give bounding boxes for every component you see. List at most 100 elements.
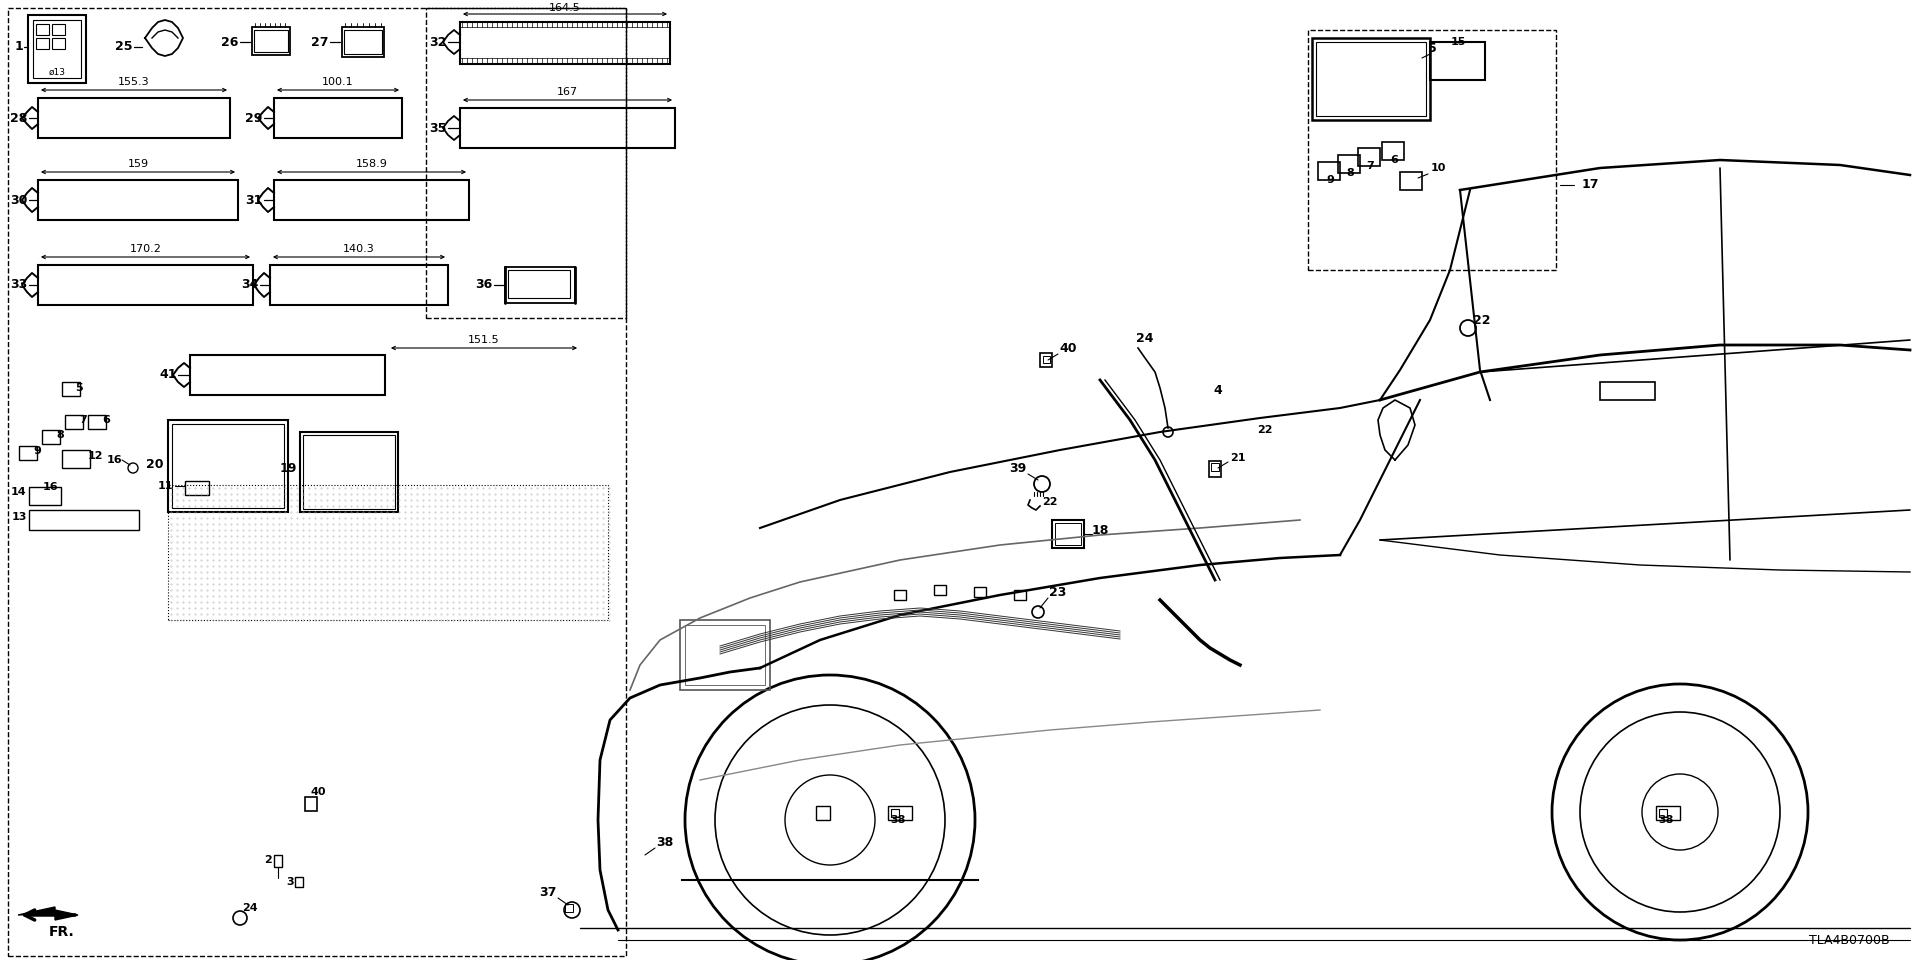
Bar xyxy=(461,108,676,148)
Bar xyxy=(1357,148,1380,166)
Bar xyxy=(184,481,209,495)
Text: 12: 12 xyxy=(86,451,104,461)
Text: 31: 31 xyxy=(246,194,263,206)
Text: 15: 15 xyxy=(1450,37,1465,47)
Bar xyxy=(275,855,282,867)
Text: 4: 4 xyxy=(1213,383,1223,396)
Text: 8: 8 xyxy=(56,430,63,440)
Text: 40: 40 xyxy=(1060,342,1077,354)
Bar xyxy=(29,510,138,530)
Text: 5: 5 xyxy=(75,383,83,393)
Bar xyxy=(33,20,81,78)
Bar xyxy=(169,485,609,620)
Bar xyxy=(1315,42,1427,116)
Bar xyxy=(52,38,65,49)
Text: 6: 6 xyxy=(1390,155,1398,165)
Text: 32: 32 xyxy=(430,36,447,49)
Bar xyxy=(1014,590,1025,600)
Bar xyxy=(36,24,50,35)
Text: 23: 23 xyxy=(1050,586,1068,598)
Text: 26: 26 xyxy=(221,36,238,49)
Text: 25: 25 xyxy=(115,40,132,54)
Bar xyxy=(564,904,572,912)
Bar xyxy=(1052,520,1085,548)
Bar xyxy=(1382,142,1404,160)
Text: 158.9: 158.9 xyxy=(355,159,388,169)
Bar xyxy=(61,450,90,468)
Bar xyxy=(1311,38,1430,120)
Bar xyxy=(509,270,570,298)
Text: 16: 16 xyxy=(108,455,123,465)
Bar xyxy=(173,424,284,508)
Bar xyxy=(1655,806,1680,820)
Bar xyxy=(816,806,829,820)
Text: 155.3: 155.3 xyxy=(119,77,150,87)
Text: 21: 21 xyxy=(1231,453,1246,463)
Text: 33: 33 xyxy=(10,278,27,292)
Text: 35: 35 xyxy=(430,122,447,134)
Text: 28: 28 xyxy=(10,111,27,125)
Bar xyxy=(190,355,386,395)
Text: 6: 6 xyxy=(102,415,109,425)
Bar xyxy=(461,22,670,64)
Text: 9: 9 xyxy=(1327,175,1334,185)
Bar xyxy=(252,27,290,55)
Bar xyxy=(271,265,447,305)
Bar xyxy=(1054,523,1081,545)
Text: 151.5: 151.5 xyxy=(468,335,499,345)
Bar xyxy=(29,487,61,505)
Bar xyxy=(973,587,987,597)
Text: 170.2: 170.2 xyxy=(129,244,161,254)
Bar xyxy=(1400,172,1423,190)
Bar xyxy=(52,24,65,35)
Text: 1: 1 xyxy=(15,40,23,54)
Bar xyxy=(36,38,50,49)
Text: 9: 9 xyxy=(33,446,40,456)
Polygon shape xyxy=(17,907,79,920)
Text: 17: 17 xyxy=(1582,179,1599,191)
Text: 159: 159 xyxy=(127,159,148,169)
Text: 41: 41 xyxy=(159,369,177,381)
Text: 7: 7 xyxy=(79,415,86,425)
Bar xyxy=(680,620,770,690)
Text: 39: 39 xyxy=(1010,462,1027,474)
Bar xyxy=(342,27,384,57)
Text: 164.5: 164.5 xyxy=(549,3,582,13)
Bar xyxy=(38,265,253,305)
Text: 38: 38 xyxy=(891,815,906,825)
Text: 2: 2 xyxy=(265,855,273,865)
Text: ø13: ø13 xyxy=(48,67,65,77)
Bar xyxy=(275,98,401,138)
Text: 19: 19 xyxy=(278,462,298,474)
Text: 27: 27 xyxy=(311,36,328,49)
Text: 5: 5 xyxy=(1428,41,1436,55)
Text: 29: 29 xyxy=(246,111,263,125)
Text: FR.: FR. xyxy=(50,925,75,939)
Bar xyxy=(887,806,912,820)
Bar xyxy=(1212,463,1219,471)
Text: 14: 14 xyxy=(12,487,27,497)
Bar xyxy=(61,382,81,396)
Bar xyxy=(1659,809,1667,817)
Bar xyxy=(303,435,396,509)
Bar xyxy=(685,625,764,685)
Text: 37: 37 xyxy=(540,885,557,899)
Bar xyxy=(344,30,382,54)
Bar xyxy=(895,590,906,600)
Text: 22: 22 xyxy=(1473,314,1490,326)
Text: 24: 24 xyxy=(1137,331,1154,345)
Bar xyxy=(1210,461,1221,477)
Text: 38: 38 xyxy=(657,835,674,849)
Text: 36: 36 xyxy=(476,278,493,292)
Bar xyxy=(29,15,86,83)
Text: 20: 20 xyxy=(146,459,163,471)
Text: 11: 11 xyxy=(157,481,173,491)
Bar xyxy=(891,809,899,817)
Bar xyxy=(426,8,626,318)
Text: 167: 167 xyxy=(557,87,578,97)
Bar xyxy=(305,797,317,811)
Text: 24: 24 xyxy=(242,903,257,913)
Text: 30: 30 xyxy=(10,194,27,206)
Bar xyxy=(1430,42,1484,80)
Bar xyxy=(1317,162,1340,180)
